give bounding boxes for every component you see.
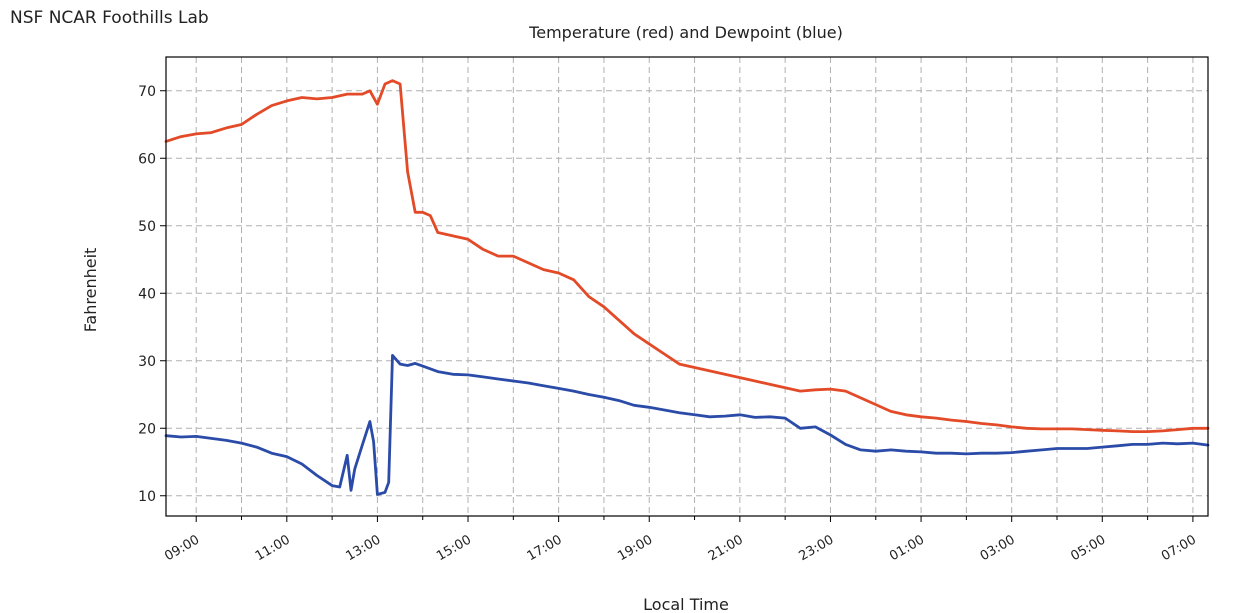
y-tick-label: 20: [138, 421, 156, 437]
x-tick-label: 15:00: [434, 532, 474, 564]
y-tick-label: 40: [138, 286, 156, 302]
y-tick-label: 70: [138, 84, 156, 100]
y-tick-label: 30: [138, 354, 156, 370]
x-axis: 09:00 11:00 13:00 15:00 17:00 19:00 21:00 23:00…: [162, 516, 1199, 564]
site-label: NSF NCAR Foothills Lab: [10, 8, 209, 28]
temperature-line: [164, 79, 1210, 434]
y-axis: 10 20 30 40 50 60 70: [138, 84, 166, 505]
y-tick-label: 10: [138, 489, 156, 505]
x-axis-label: Local Time: [643, 595, 729, 613]
x-tick-label: 21:00: [706, 532, 746, 564]
plot-frame: [165, 56, 1209, 517]
x-tick-label: 09:00: [162, 532, 202, 564]
x-tick-label: 01:00: [887, 532, 927, 564]
x-tick-label: 13:00: [343, 532, 383, 564]
chart-title: Temperature (red) and Dewpoint (blue): [528, 23, 843, 42]
y-tick-label: 50: [138, 219, 156, 235]
y-axis-label: Fahrenheit: [81, 248, 100, 333]
grid: [166, 57, 1208, 516]
dewpoint-line: [164, 353, 1210, 496]
x-tick-label: 03:00: [978, 532, 1018, 564]
x-tick-label: 17:00: [525, 532, 565, 564]
x-tick-label: 11:00: [253, 532, 293, 564]
series-layer: [164, 79, 1210, 496]
x-tick-label: 19:00: [615, 532, 655, 564]
x-tick-label: 07:00: [1159, 532, 1199, 564]
x-tick-label: 23:00: [797, 532, 837, 564]
y-tick-label: 60: [138, 151, 156, 167]
x-tick-label: 05:00: [1068, 532, 1108, 564]
